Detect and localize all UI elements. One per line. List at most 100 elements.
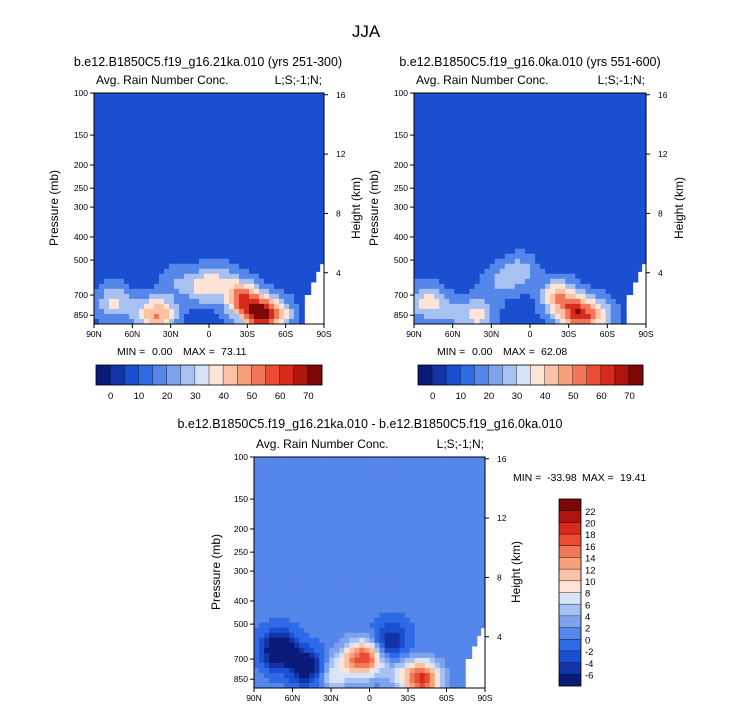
panel-0ka-cell — [525, 113, 530, 118]
panel-21ka-cell — [259, 108, 264, 113]
panel-0ka-cell — [525, 294, 530, 299]
panel-0ka-cell — [485, 284, 490, 289]
panel-0ka-cell — [520, 244, 525, 249]
panel-21ka-cell — [184, 239, 189, 244]
panel-21ka-cell — [244, 108, 249, 113]
panel-21ka-cell — [254, 259, 259, 264]
panel-diff-cell — [309, 462, 314, 467]
panel-diff-cell — [294, 477, 299, 482]
panel-21ka-cell — [224, 269, 229, 274]
panel-0ka-cell — [565, 279, 570, 284]
panel-21ka-cell — [194, 239, 199, 244]
panel-0ka-cell — [540, 138, 545, 143]
panel-21ka-cell — [264, 128, 269, 133]
panel-21ka-cell — [209, 138, 214, 143]
panel-21ka-cell — [249, 128, 254, 133]
panel-0ka-cell — [611, 289, 616, 294]
panel-0ka-cell — [495, 113, 500, 118]
panel-21ka-cell — [239, 279, 244, 284]
panel-21ka-cell — [194, 138, 199, 143]
panel-diff-cell — [435, 502, 440, 507]
panel-diff-cell — [425, 457, 430, 462]
panel-0ka-cell — [505, 133, 510, 138]
panel-21ka-cell — [144, 113, 149, 118]
panel-0ka-cell — [570, 168, 575, 173]
panel-21ka-cell — [234, 178, 239, 183]
panel-0ka-cell — [545, 163, 550, 168]
panel-21ka-cell — [279, 229, 284, 234]
panel-21ka-cell — [104, 304, 109, 309]
panel-21ka-cell — [109, 93, 114, 98]
panel-21ka-cell — [279, 93, 284, 98]
panel-0ka-cell — [480, 234, 485, 239]
panel-0ka-cell — [505, 244, 510, 249]
panel-diff-cell — [380, 487, 385, 492]
panel-21ka-cell — [144, 284, 149, 289]
panel-0ka-cell — [454, 173, 459, 178]
panel-0ka-cell — [495, 259, 500, 264]
panel-21ka-cell — [174, 209, 179, 214]
panel-0ka-cell — [616, 198, 621, 203]
panel-diff-cell — [279, 462, 284, 467]
panel-0ka-cell — [515, 178, 520, 183]
panel-21ka-cell — [309, 103, 314, 108]
panel-0ka-cell — [480, 113, 485, 118]
panel-0ka-cell — [434, 294, 439, 299]
panel-diff-cell — [274, 467, 279, 472]
panel-0ka-cell — [505, 269, 510, 274]
panel-diff-cell — [390, 497, 395, 502]
panel-0ka-cell — [469, 229, 474, 234]
panel-21ka-cell — [259, 284, 264, 289]
panel-0ka-cell — [560, 314, 565, 319]
panel-0ka-colorbar-label: 70 — [624, 391, 635, 402]
panel-21ka-cell — [294, 183, 299, 188]
panel-0ka-cell — [449, 193, 454, 198]
panel-0ka-cell — [611, 168, 616, 173]
panel-21ka-cell — [94, 153, 99, 158]
panel-0ka-cell — [575, 98, 580, 103]
panel-0ka-cell — [490, 304, 495, 309]
panel-0ka-cell — [469, 224, 474, 229]
panel-21ka-cell — [129, 264, 134, 269]
panel-0ka-cell — [591, 269, 596, 274]
panel-0ka-cell — [449, 133, 454, 138]
panel-0ka-cell — [550, 93, 555, 98]
panel-21ka-cell — [94, 249, 99, 254]
panel-0ka-cell — [585, 274, 590, 279]
panel-21ka-cell — [259, 123, 264, 128]
panel-21ka-cell — [134, 214, 139, 219]
panel-21ka-cell — [299, 123, 304, 128]
panel-0ka-cell — [515, 198, 520, 203]
panel-0ka-cell — [596, 133, 601, 138]
panel-0ka-cell — [459, 214, 464, 219]
panel-0ka-cell — [459, 158, 464, 163]
panel-0ka-cell — [434, 264, 439, 269]
panel-21ka-cell — [259, 138, 264, 143]
panel-0ka-cell — [469, 158, 474, 163]
panel-0ka-cell — [570, 309, 575, 314]
panel-0ka-cell — [591, 219, 596, 224]
panel-21ka-cell — [299, 309, 304, 314]
panel-21ka-cell — [284, 113, 289, 118]
panel-0ka-cell — [485, 193, 490, 198]
panel-0ka-cell — [540, 209, 545, 214]
panel-21ka-cell — [239, 118, 244, 123]
panel-21ka-cell — [149, 123, 154, 128]
panel-0ka-cell — [500, 138, 505, 143]
panel-0ka-colorbar-box — [587, 365, 601, 385]
panel-0ka-cell — [525, 279, 530, 284]
panel-21ka-cell — [124, 103, 129, 108]
panel-0ka-cell — [580, 178, 585, 183]
panel-0ka-cell — [434, 198, 439, 203]
panel-0ka-cell — [464, 299, 469, 304]
panel-0ka-cell — [545, 224, 550, 229]
panel-0ka-cell — [414, 244, 419, 249]
panel-21ka-cell — [309, 168, 314, 173]
panel-diff-cell — [329, 472, 334, 477]
panel-21ka-cell — [179, 214, 184, 219]
panel-diff-cell — [334, 477, 339, 482]
panel-0ka-cell — [560, 284, 565, 289]
panel-0ka-cell — [570, 269, 575, 274]
panel-0ka-cell — [616, 163, 621, 168]
panel-0ka-cell — [459, 138, 464, 143]
